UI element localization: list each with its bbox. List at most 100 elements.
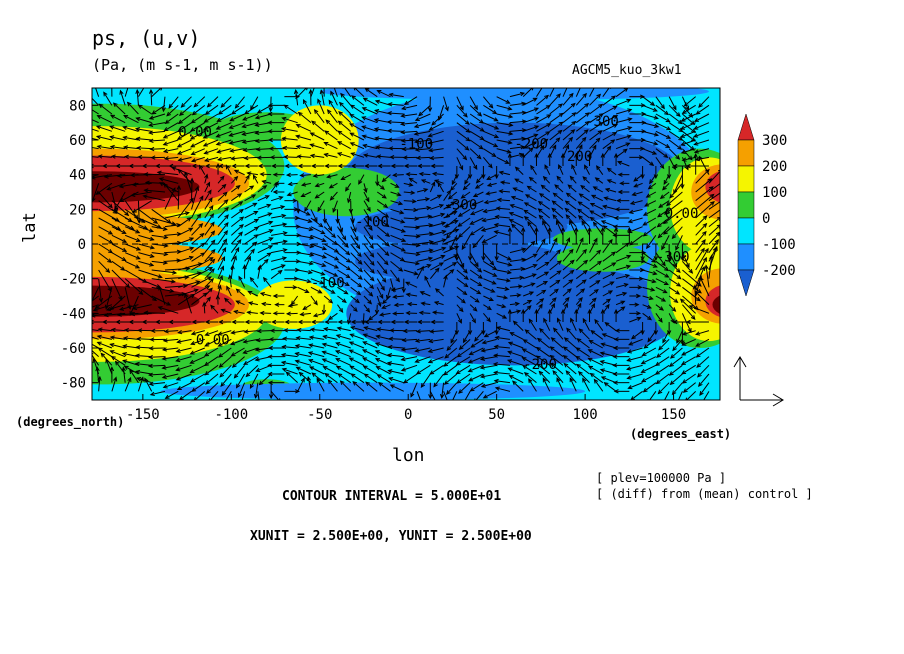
experiment-label: AGCM5_kuo_3kw1 (572, 63, 682, 78)
wind-arrow (584, 165, 590, 175)
wind-arrow (576, 364, 590, 375)
wind-arrow (333, 88, 338, 97)
wind-arrowhead (538, 214, 544, 220)
wind-arrow (562, 288, 572, 297)
wind-arrowhead (546, 114, 552, 119)
wind-arrowhead (555, 137, 561, 143)
wind-arrow (323, 226, 336, 238)
wind-arrowhead (116, 173, 122, 179)
wind-arrowhead (688, 305, 694, 310)
wind-arrow (539, 193, 551, 202)
wind-arrow (522, 147, 534, 158)
wind-arrowhead (400, 356, 406, 362)
wind-arrow (419, 312, 431, 314)
wind-arrowhead (708, 186, 714, 191)
wind-arrow (463, 330, 471, 343)
wind-arrow (543, 318, 551, 331)
wind-arrow (394, 304, 404, 306)
wind-arrow (218, 338, 232, 347)
wind-arrowhead (640, 360, 646, 365)
wind-arrowhead (162, 226, 168, 231)
wind-arrowhead (137, 104, 143, 109)
wind-arrow (389, 377, 404, 384)
wind-arrow (483, 139, 498, 147)
wind-arrow (660, 191, 670, 199)
wind-arrowhead (641, 250, 647, 255)
wind-arrow (666, 191, 683, 206)
wind-arrowhead (724, 196, 728, 199)
wind-arrowhead (308, 358, 314, 364)
wind-arrowhead (148, 138, 154, 143)
wind-arrow (376, 278, 385, 291)
wind-arrow (337, 226, 347, 240)
wind-arrow (98, 260, 110, 273)
wind-arrow (124, 226, 140, 234)
wind-arrow (149, 356, 165, 358)
wind-arrow (257, 229, 273, 236)
wind-arrow (682, 105, 693, 118)
wind-arrowhead (582, 92, 587, 98)
wind-arrowhead (84, 116, 88, 119)
wind-arrowhead (582, 248, 587, 254)
wind-arrow (602, 213, 617, 219)
wind-arrowhead (338, 227, 344, 233)
wind-arrowhead (180, 103, 186, 108)
wind-arrow (328, 100, 338, 115)
wind-arrowhead (565, 192, 571, 198)
wind-arrowhead (401, 146, 407, 152)
wind-arrow (429, 391, 436, 400)
wind-arrowhead (636, 311, 642, 316)
wind-arrow (642, 139, 658, 145)
wind-arrow (443, 391, 448, 400)
wind-arrowhead (121, 229, 127, 234)
wind-arrowhead (305, 211, 311, 216)
wind-arrowhead (520, 145, 526, 150)
wind-arrowhead (313, 300, 318, 306)
wind-arrow (98, 376, 101, 392)
wind-arrow (111, 217, 134, 230)
wind-arrowhead (582, 317, 587, 323)
wind-arrow (131, 191, 152, 196)
y-tick-label: 60 (69, 133, 86, 149)
wind-arrow (337, 252, 351, 263)
wind-arrow (204, 297, 211, 305)
wind-arrow (162, 364, 179, 369)
wind-arrowhead (699, 391, 704, 396)
wind-arrow (429, 364, 444, 375)
wind-arrowhead (616, 198, 622, 203)
wind-arrow (124, 217, 148, 230)
wind-arrow (536, 289, 546, 297)
wind-arrow (332, 200, 338, 213)
wind-arrowhead (324, 372, 330, 378)
wind-arrowhead (364, 319, 370, 325)
wind-arrowhead (162, 384, 168, 389)
wind-arrow (511, 196, 524, 202)
wind-arrowhead (578, 328, 584, 333)
wind-arrowhead (84, 126, 88, 129)
wind-arrowhead (709, 254, 714, 260)
wind-arrowhead (441, 229, 447, 235)
wind-arrowhead (654, 361, 660, 367)
wind-arrow (310, 234, 326, 242)
colorbar-top-arrow (737, 113, 755, 141)
wind-arrow (151, 243, 168, 247)
wind-arrowhead (387, 137, 393, 142)
wind-arrow (99, 103, 113, 115)
wind-arrowhead (460, 194, 466, 199)
wind-arrowhead (446, 346, 452, 352)
wind-arrow (708, 255, 713, 279)
wind-arrow (496, 113, 513, 118)
wind-arrow (138, 278, 161, 288)
wind-arrowhead (626, 254, 632, 259)
wind-arrowhead (244, 110, 250, 115)
wind-arrowhead (203, 361, 209, 367)
wind-arrowhead (357, 260, 363, 265)
wind-arrow (683, 382, 696, 393)
wind-arrowhead (556, 249, 561, 255)
wind-arrow (337, 304, 344, 313)
wind-arrowhead (574, 308, 579, 314)
wind-arrow (527, 221, 537, 236)
wind-arrow (509, 92, 525, 98)
wind-arrow (472, 235, 484, 248)
wind-arrowhead (552, 370, 558, 375)
